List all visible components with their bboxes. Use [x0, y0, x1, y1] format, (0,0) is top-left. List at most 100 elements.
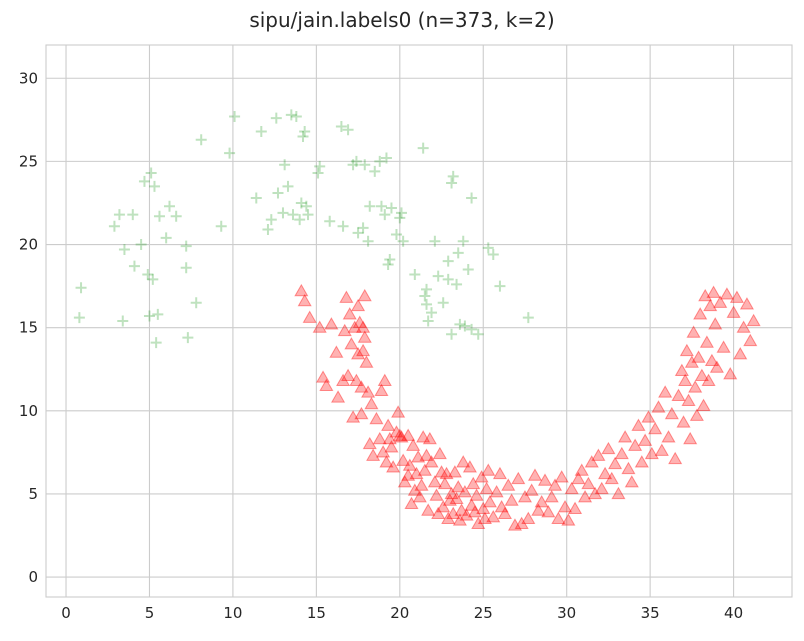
plus-point: [380, 152, 392, 164]
x-tick-label: 35: [641, 604, 660, 622]
triangle-point: [716, 340, 731, 353]
y-tick-label: 15: [19, 319, 38, 337]
triangle-point: [584, 455, 599, 468]
triangle-point: [651, 400, 666, 413]
plus-point: [442, 273, 454, 285]
plus-point: [153, 210, 165, 222]
plus-point: [394, 212, 406, 224]
triangle-point: [482, 495, 497, 508]
triangle-point: [456, 455, 471, 468]
triangle-point: [534, 495, 549, 508]
triangle-point: [412, 490, 427, 503]
plus-point: [421, 283, 433, 295]
triangle-point: [407, 483, 422, 496]
y-tick-label: 30: [19, 69, 38, 87]
plus-point: [409, 268, 421, 280]
plus-point: [452, 247, 464, 259]
plus-point: [272, 187, 284, 199]
plus-point: [522, 312, 534, 324]
triangle-point: [377, 373, 392, 387]
triangle-point: [729, 290, 744, 303]
triangle-point: [713, 295, 728, 308]
plus-point: [195, 134, 207, 146]
triangle-point: [658, 385, 673, 398]
triangle-point: [441, 511, 456, 525]
plus-point: [170, 210, 182, 222]
plus-point: [335, 120, 347, 132]
triangle-point: [634, 455, 649, 468]
plus-point: [163, 200, 175, 212]
triangle-point: [451, 480, 466, 493]
plus-point: [312, 167, 324, 179]
plus-point: [182, 332, 194, 344]
triangle-point: [621, 461, 636, 475]
plus-point: [446, 177, 458, 189]
y-tick-label: 5: [28, 485, 38, 503]
plus-point: [160, 232, 172, 244]
triangle-point: [739, 297, 755, 310]
triangle-point: [598, 466, 613, 480]
triangle-point: [691, 350, 706, 363]
triangle-point: [486, 509, 501, 523]
plus-point: [143, 310, 155, 322]
plus-point: [229, 110, 241, 122]
triangle-point: [349, 373, 364, 387]
plus-point: [337, 220, 349, 232]
triangle-point: [457, 485, 472, 498]
plus-point: [364, 200, 376, 212]
triangle-point: [678, 373, 693, 387]
triangle-point: [477, 511, 492, 525]
plus-point: [347, 159, 359, 171]
triangle-point: [723, 366, 738, 380]
triangle-point: [689, 408, 704, 421]
triangle-point: [422, 431, 437, 445]
triangle-point: [481, 463, 496, 476]
triangle-point: [372, 431, 387, 445]
plus-point: [429, 235, 441, 247]
chart-title: sipu/jain.labels0 (n=373, k=2): [249, 8, 555, 32]
triangle-point: [464, 498, 479, 511]
triangle-point: [733, 347, 748, 360]
plus-point: [118, 244, 130, 256]
triangle-point: [746, 313, 761, 327]
triangle-point: [386, 460, 401, 473]
triangle-point: [497, 506, 513, 520]
triangle-point: [437, 476, 452, 490]
triangle-point: [449, 491, 464, 505]
triangle-point: [411, 450, 426, 463]
triangle-point: [439, 466, 454, 480]
y-tick-label: 0: [28, 568, 38, 586]
triangle-point: [736, 320, 751, 333]
plus-point: [302, 209, 314, 221]
triangle-point: [631, 418, 646, 431]
plus-point: [437, 297, 449, 309]
triangle-point: [661, 430, 676, 443]
plus-point: [419, 290, 431, 302]
triangle-point: [454, 503, 469, 516]
triangle-point: [743, 333, 758, 347]
plus-point: [148, 180, 160, 192]
plus-point: [432, 270, 444, 282]
plus-point: [287, 209, 299, 221]
triangle-point: [693, 307, 708, 320]
triangle-point: [688, 380, 703, 393]
triangle-point: [654, 443, 669, 456]
triangle-point: [352, 315, 367, 328]
plus-point: [459, 320, 471, 332]
triangle-point: [347, 320, 362, 333]
plus-point: [324, 215, 336, 227]
triangle-point: [644, 446, 659, 460]
triangle-point: [294, 283, 309, 297]
triangle-point: [557, 500, 573, 513]
triangle-point: [489, 485, 504, 498]
plus-point: [224, 147, 236, 159]
triangle-point: [382, 431, 397, 445]
triangle-point: [719, 287, 734, 300]
triangle-point: [494, 500, 509, 513]
plus-point: [279, 159, 291, 171]
triangle-point: [517, 490, 533, 503]
plus-point: [180, 262, 192, 274]
plus-point: [421, 298, 433, 310]
plus-point: [384, 253, 396, 265]
